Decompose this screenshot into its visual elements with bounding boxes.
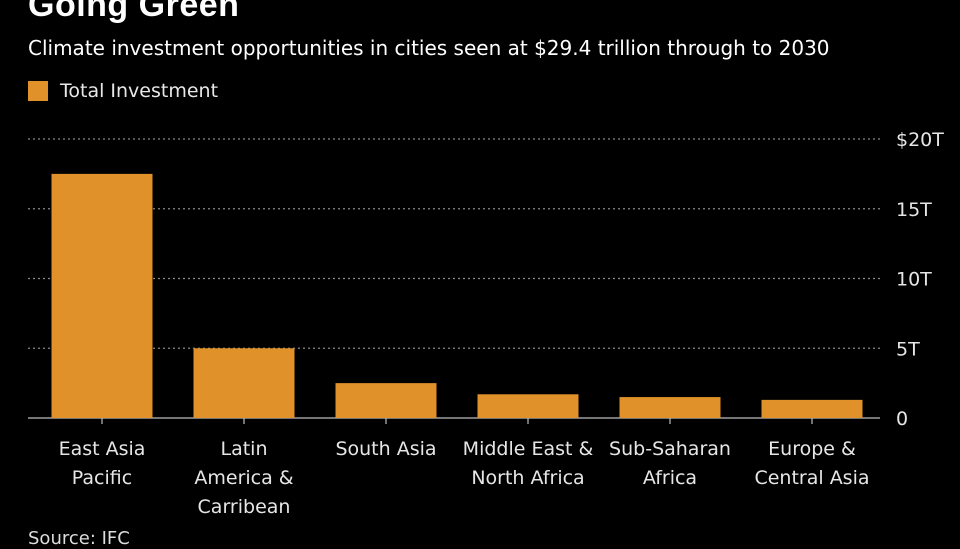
y-tick-label: 15T — [896, 199, 932, 221]
bar — [335, 383, 437, 418]
legend: Total Investment — [28, 79, 218, 103]
bar — [619, 397, 721, 418]
x-category-label-line: North Africa — [471, 467, 584, 489]
x-category-label: Middle East & North Africa — [463, 438, 594, 489]
x-category-label: Sub-Saharan Africa — [609, 438, 731, 489]
x-category-label-line: Carribean — [198, 496, 291, 518]
legend-label: Total Investment — [60, 80, 219, 102]
x-category-label-line: East Asia — [59, 438, 146, 460]
x-category-label-line: Pacific — [72, 467, 132, 489]
x-category-label-line: Europe & — [768, 438, 856, 460]
bar — [193, 348, 295, 418]
y-tick-label: $20T — [896, 129, 944, 151]
x-category-label: South Asia — [335, 438, 436, 460]
x-category-label: East Asia Pacific — [59, 438, 146, 489]
y-tick-label: 10T — [896, 269, 932, 291]
bar — [477, 394, 579, 418]
x-category-label-line: Middle East & — [463, 438, 594, 460]
x-category-label: Europe & Central Asia — [754, 438, 869, 489]
bar — [51, 173, 153, 418]
x-category-label-line: Latin — [221, 438, 268, 460]
y-tick-label: 0 — [896, 408, 908, 430]
bar — [761, 399, 863, 418]
x-category-label-line: America & — [194, 467, 293, 489]
x-category-label-line: Central Asia — [754, 467, 869, 489]
x-category-label-line: South Asia — [335, 438, 436, 460]
y-tick-label: 5T — [896, 338, 920, 360]
legend-swatch — [28, 81, 48, 101]
chart-title: Going Green — [28, 0, 240, 24]
x-category-label-line: Sub-Saharan — [609, 438, 731, 460]
chart-subtitle: Climate investment opportunities in citi… — [28, 36, 830, 60]
x-category-label: Latin America & Carribean — [194, 438, 293, 518]
x-category-label-line: Africa — [643, 467, 697, 489]
source-note: Source: IFC — [28, 528, 130, 549]
